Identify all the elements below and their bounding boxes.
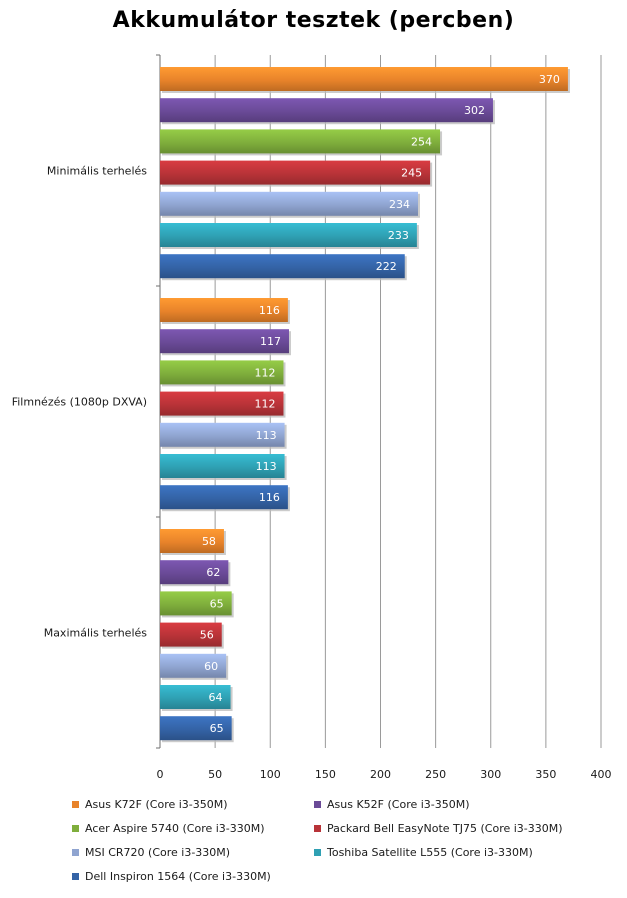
bar-value-label: 116 [259, 304, 280, 317]
bar [160, 98, 493, 123]
legend-swatch [314, 825, 321, 832]
tick-label: 400 [591, 768, 612, 781]
category-label: Minimális terhelés [47, 165, 147, 178]
legend-item: Acer Aspire 5740 (Core i3-330M) [72, 822, 265, 835]
legend-swatch [72, 849, 79, 856]
bar [160, 391, 284, 416]
bar [160, 129, 441, 154]
tick-label: 300 [480, 768, 501, 781]
bar-value-label: 112 [254, 366, 275, 379]
bar-value-label: 254 [411, 135, 432, 148]
bar-value-label: 370 [539, 73, 560, 86]
bar [160, 160, 431, 185]
bar-value-label: 302 [464, 104, 485, 117]
tick-label: 350 [535, 768, 556, 781]
bar [160, 653, 227, 678]
legend-swatch [72, 801, 79, 808]
bar [160, 485, 288, 510]
bar-value-label: 117 [260, 335, 281, 348]
bar [160, 622, 222, 647]
legend-label: MSI CR720 (Core i3-330M) [85, 846, 231, 859]
bar-value-label: 56 [200, 629, 214, 642]
bar-value-label: 64 [209, 691, 223, 704]
bar [160, 360, 284, 385]
bar [160, 560, 229, 585]
category-labels: Minimális terhelés Filmnézés (1080p DXVA)… [12, 165, 148, 640]
bar [160, 191, 418, 216]
legend-label: Asus K72F (Core i3-350M) [85, 798, 228, 811]
bar-value-label: 222 [376, 260, 397, 273]
legend-label: Dell Inspiron 1564 (Core i3-330M) [85, 870, 271, 883]
legend-item: Toshiba Satellite L555 (Core i3-330M) [314, 846, 533, 859]
bar [160, 223, 417, 247]
tick-label: 200 [370, 768, 391, 781]
bar-value-label: 112 [254, 398, 275, 411]
tick-label: 250 [425, 768, 446, 781]
tick-label: 150 [315, 768, 336, 781]
bars [160, 67, 570, 743]
category-label: Maximális terhelés [44, 627, 148, 640]
legend-label: Asus K52F (Core i3-350M) [327, 798, 470, 811]
bar [160, 591, 232, 616]
axis [156, 54, 161, 749]
tick-label: 100 [260, 768, 281, 781]
bar [160, 454, 285, 478]
bar-value-label: 116 [259, 491, 280, 504]
bar-value-label: 65 [210, 722, 224, 735]
bar [160, 716, 232, 741]
legend-item: MSI CR720 (Core i3-330M) [72, 846, 230, 859]
bar-value-label: 60 [204, 660, 218, 673]
tick-labels: 0 50 100 150 200 250 300 350 400 [157, 768, 612, 781]
bar-value-label: 233 [388, 229, 409, 242]
tick-label: 0 [157, 768, 164, 781]
bar [160, 254, 405, 279]
legend-swatch [314, 801, 321, 808]
bar-labels: 370 302 254 245 234 233 222 116 117 112 112 113 113 1… [200, 73, 560, 735]
legend-item: Packard Bell EasyNote TJ75 (Core i3-330M… [314, 822, 563, 835]
legend-label: Toshiba Satellite L555 (Core i3-330M) [327, 846, 533, 859]
legend-swatch [314, 849, 321, 856]
bar-value-label: 62 [206, 566, 220, 579]
chart-title: Akkumulátor tesztek (percben) [112, 8, 515, 33]
legend-item: Asus K52F (Core i3-350M) [314, 798, 470, 811]
bar-value-label: 65 [210, 597, 224, 610]
bar [160, 422, 285, 447]
bar-value-label: 58 [202, 535, 216, 548]
bar-value-label: 113 [256, 429, 277, 442]
legend-swatch [72, 825, 79, 832]
bar [160, 685, 231, 709]
legend-item: Asus K72F (Core i3-350M) [72, 798, 228, 811]
legend-label: Acer Aspire 5740 (Core i3-330M) [85, 822, 265, 835]
bar-value-label: 234 [389, 198, 410, 211]
bar [160, 529, 224, 553]
tick-label: 50 [208, 768, 222, 781]
bar-value-label: 245 [401, 167, 422, 180]
bar [160, 329, 289, 354]
bar [160, 298, 288, 322]
category-label: Filmnézés (1080p DXVA) [12, 396, 147, 409]
legend-label: Packard Bell EasyNote TJ75 (Core i3-330M… [327, 822, 563, 835]
bar-chart: 370 302 254 245 234 233 222 116 117 112 112 113 113 1… [12, 54, 612, 781]
legend-item: Dell Inspiron 1564 (Core i3-330M) [72, 870, 271, 883]
legend-swatch [72, 873, 79, 880]
bar-value-label: 113 [256, 460, 277, 473]
bar [160, 67, 568, 91]
